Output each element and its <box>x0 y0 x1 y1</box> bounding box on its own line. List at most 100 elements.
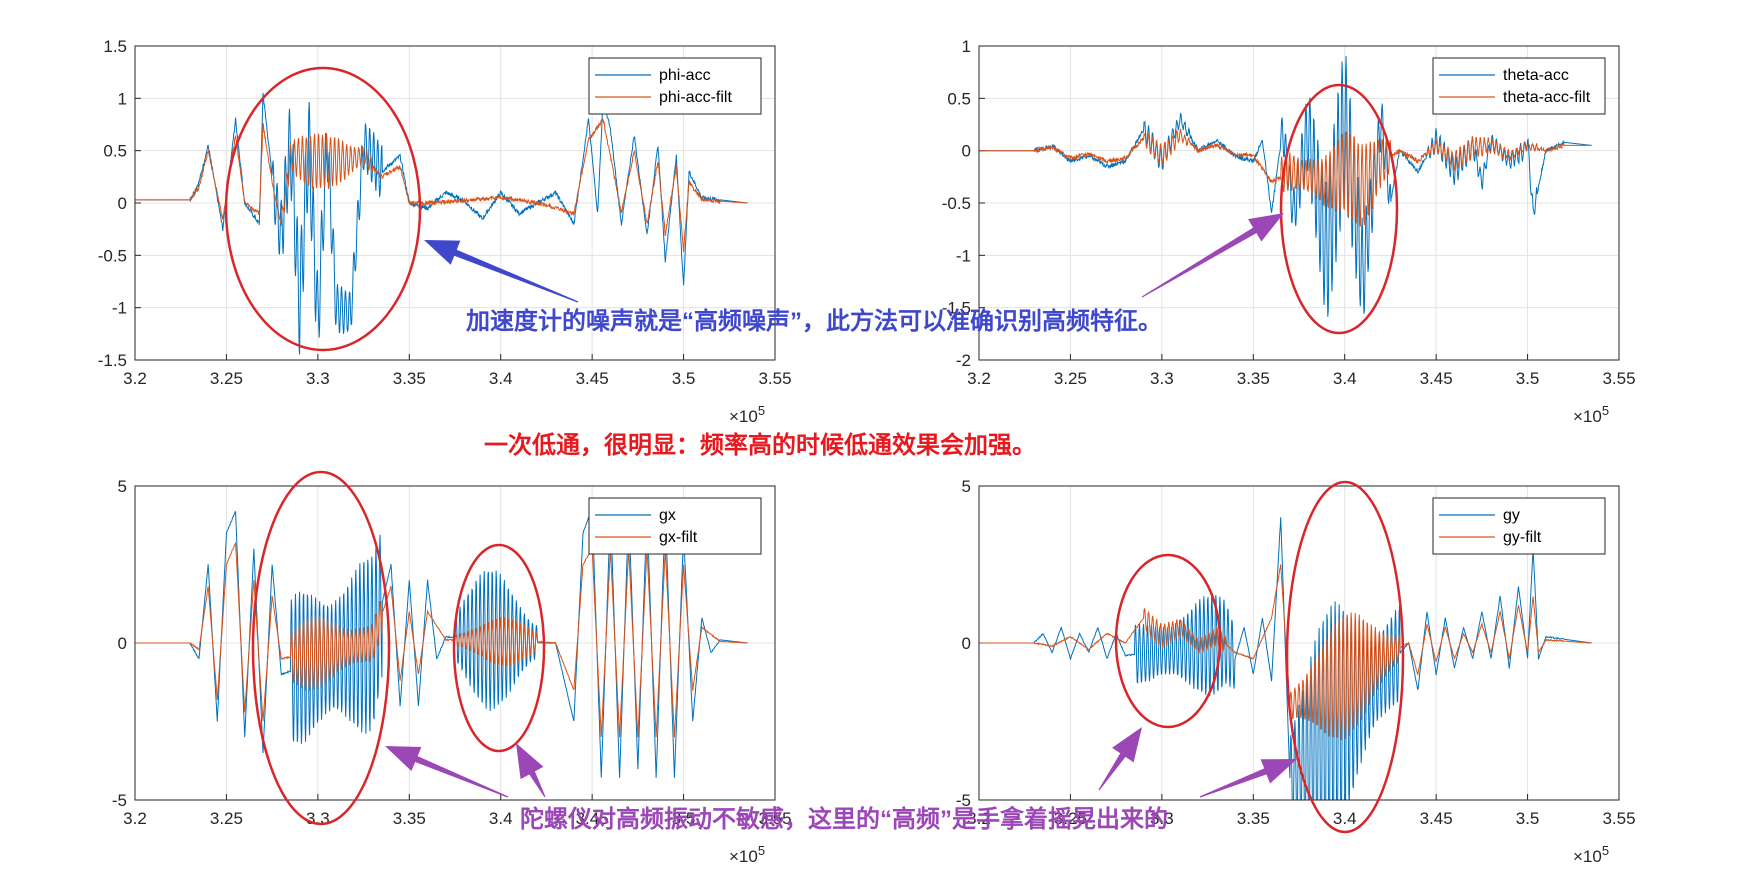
x-tick-label: 3.55 <box>1602 369 1635 388</box>
x-tick-label: 3.4 <box>1333 809 1357 828</box>
y-tick-label: -0.5 <box>942 194 971 213</box>
legend-entry-gy-filt: gy-filt <box>1503 529 1542 546</box>
axes-box <box>978 485 1620 801</box>
legend-box <box>588 57 762 115</box>
x-tick-label: 3.55 <box>758 809 791 828</box>
chart-panel-tl: 3.2 3.25 3.3 3.35 3.4 3.45 3.5 3.55 1.5 1 0.5 0 -0.5… <box>98 37 792 426</box>
legend: gx gx-filt <box>588 497 762 555</box>
annotation-arrow <box>1098 727 1142 791</box>
legend: gy gy-filt <box>1432 497 1606 555</box>
x-tick-label: 3.45 <box>1420 809 1453 828</box>
y-tick-label: 0.5 <box>947 89 971 108</box>
x-tick-label: 3.3 <box>1150 809 1174 828</box>
y-tick-label: -2 <box>956 351 971 370</box>
x-tick-label: 3.2 <box>967 809 991 828</box>
axes-box <box>134 45 776 361</box>
x-exponent-power: 5 <box>758 843 765 858</box>
legend-entry-gy: gy <box>1503 507 1520 524</box>
y-tick-label: 1 <box>118 89 127 108</box>
y-tick-label: 0 <box>962 634 971 653</box>
x-tick-label: 3.35 <box>393 809 426 828</box>
annotation-bottom-note: 陀螺仪对高频振动不敏感，这里的“高频”是手拿着摇晃出来的 <box>520 805 1168 833</box>
highlight-ellipse <box>1279 83 1399 335</box>
x-exponent-label: ×105 <box>1573 403 1609 426</box>
legend-entry-phi-acc: phi-acc <box>659 67 711 84</box>
x-tick-label: 3.25 <box>210 369 243 388</box>
annotation-arrow <box>385 746 509 798</box>
x-tick-label: 3.45 <box>576 809 609 828</box>
series-line-gx-filt <box>135 542 748 738</box>
x-tick-label: 3.35 <box>393 369 426 388</box>
x-tick-label: 3.4 <box>489 369 513 388</box>
x-exponent-label: ×105 <box>729 843 765 866</box>
x-tick-label: 3.2 <box>123 809 147 828</box>
x-tick-label: 3.3 <box>306 809 330 828</box>
annotation-arrow <box>516 743 546 798</box>
y-tick-label: 5 <box>118 477 127 496</box>
legend: theta-acc theta-acc-filt <box>1432 57 1606 115</box>
y-tick-label: 0 <box>962 142 971 161</box>
annotation-texts: 加速度计的噪声就是“高频噪声”，此方法可以准确识别高频特征。 一次低通，很明显：… <box>466 307 1168 833</box>
x-tick-label: 3.2 <box>123 369 147 388</box>
x-tick-label: 3.55 <box>1602 809 1635 828</box>
legend-box <box>1432 497 1606 555</box>
series-line-gy <box>979 517 1592 800</box>
highlight-ellipse <box>1114 553 1222 729</box>
series-line-phi-acc <box>135 92 748 355</box>
y-tick-label: 0.5 <box>103 142 127 161</box>
legend-entry-theta-acc: theta-acc <box>1503 67 1569 84</box>
y-tick-label: -5 <box>956 791 971 810</box>
x-tick-label: 3.5 <box>1516 809 1540 828</box>
chart-panel-tr: 3.2 3.25 3.3 3.35 3.4 3.45 3.5 3.55 1 0.5 0 -0.5 -1 -… <box>942 37 1636 426</box>
y-tick-label: 0 <box>118 634 127 653</box>
y-tick-label: -1.5 <box>942 299 971 318</box>
annotation-middle-note: 一次低通，很明显：频率高的时候低通效果会加强。 <box>484 431 1036 459</box>
highlight-ellipse <box>224 66 422 352</box>
axes-box <box>978 45 1620 361</box>
x-exponent-power: 5 <box>1602 403 1609 418</box>
legend-entry-gx: gx <box>659 507 676 524</box>
legend-entry-gx-filt: gx-filt <box>659 529 698 546</box>
x-exponent-power: 5 <box>1602 843 1609 858</box>
x-exponent-label: ×105 <box>1573 843 1609 866</box>
x-tick-label: 3.5 <box>1516 369 1540 388</box>
annotation-arrow <box>424 240 579 303</box>
y-tick-label: -1 <box>112 299 127 318</box>
annotation-top-note: 加速度计的噪声就是“高频噪声”，此方法可以准确识别高频特征。 <box>466 307 1162 335</box>
x-exponent-power: 5 <box>758 403 765 418</box>
x-tick-label: 3.4 <box>1333 369 1357 388</box>
highlight-ellipse <box>452 543 546 753</box>
y-tick-label: -1.5 <box>98 351 127 370</box>
x-tick-label: 3.3 <box>1150 369 1174 388</box>
legend-entry-theta-acc-filt: theta-acc-filt <box>1503 89 1591 106</box>
x-tick-label: 3.2 <box>967 369 991 388</box>
y-tick-label: 1.5 <box>103 37 127 56</box>
highlight-ellipse <box>1285 480 1405 834</box>
highlight-ellipse <box>251 470 391 826</box>
x-tick-label: 3.35 <box>1237 369 1270 388</box>
x-tick-label: 3.25 <box>210 809 243 828</box>
x-tick-label: 3.25 <box>1054 369 1087 388</box>
legend-entry-phi-acc-filt: phi-acc-filt <box>659 89 732 106</box>
x-tick-label: 3.4 <box>489 809 513 828</box>
legend: phi-acc phi-acc-filt <box>588 57 762 115</box>
x-tick-label: 3.5 <box>672 809 696 828</box>
y-tick-label: -5 <box>112 791 127 810</box>
y-tick-label: -0.5 <box>98 246 127 265</box>
x-tick-label: 3.25 <box>1054 809 1087 828</box>
series-line-gy-filt <box>979 564 1592 741</box>
y-tick-label: 0 <box>118 194 127 213</box>
x-tick-label: 3.35 <box>1237 809 1270 828</box>
x-tick-label: 3.55 <box>758 369 791 388</box>
annotation-arrow <box>1199 759 1297 798</box>
x-exponent-label: ×105 <box>729 403 765 426</box>
x-tick-label: 3.45 <box>1420 369 1453 388</box>
legend-box <box>1432 57 1606 115</box>
x-tick-label: 3.3 <box>306 369 330 388</box>
annotation-arrow <box>1141 213 1284 298</box>
y-tick-label: 5 <box>962 477 971 496</box>
legend-box <box>588 497 762 555</box>
annotation-overlays <box>224 66 1405 834</box>
chart-panel-br: 3.2 3.25 3.3 3.35 3.4 3.45 3.5 3.5550-5×105gygy… <box>956 477 1636 866</box>
